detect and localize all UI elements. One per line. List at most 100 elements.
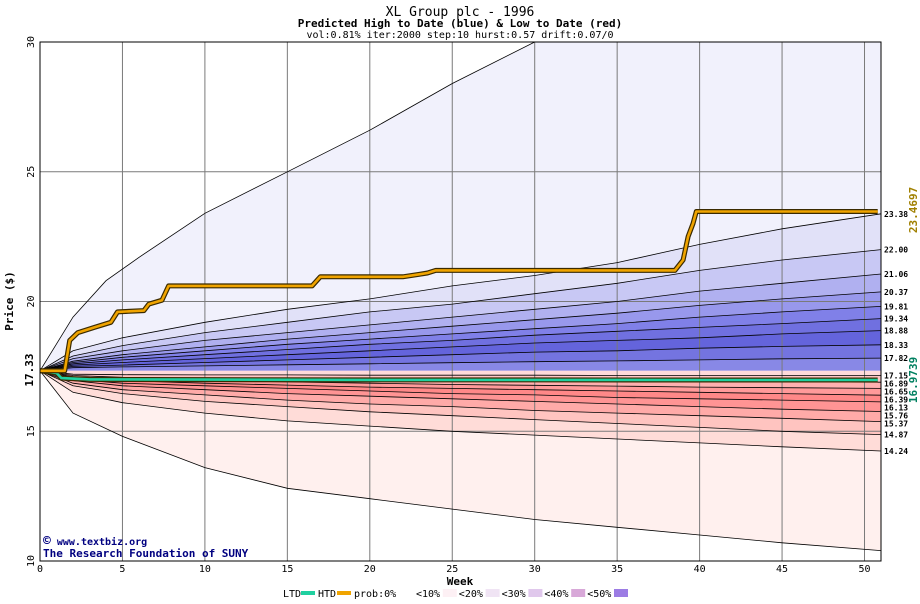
x-tick-label-50: 50 — [858, 564, 870, 575]
low-band-area-90pct — [40, 370, 881, 376]
band-end-label-22-00: 22.00 — [884, 246, 908, 255]
band-end-label-15-76: 15.76 — [884, 411, 908, 420]
band-end-labels: 23.38 22.00 21.06 20.37 19.81 19.34 18.88 18.33… — [884, 210, 908, 456]
y-axis-label: Price ($) — [3, 271, 16, 331]
legend-swatch-40pct — [571, 589, 586, 597]
low-band-area-70pct — [40, 370, 881, 389]
high-band-line-30pct — [39, 273, 882, 372]
high-band-line-40pct — [39, 291, 882, 372]
x-tick-label-15: 15 — [281, 564, 293, 575]
legend-item-label-30pct: <30% — [502, 589, 526, 600]
x-tick-label-20: 20 — [364, 564, 376, 575]
legend-swatch-10pct — [442, 589, 457, 597]
low-band-line-50pct — [39, 370, 882, 403]
y-tick-label-25: 25 — [26, 166, 37, 178]
band-end-label-17-15: 17.15 — [884, 371, 908, 380]
low-band-area-50pct — [40, 370, 881, 402]
low-band-area-60pct — [40, 370, 881, 396]
legend-swatch-50pct — [614, 589, 628, 597]
start-price-label: 17.33 — [23, 353, 36, 386]
band-end-label-16-65: 16.65 — [884, 387, 908, 396]
high-band-area-30pct — [40, 274, 881, 371]
low-band-line-90pct — [39, 370, 881, 376]
high-final-label: 23.4697 — [907, 187, 920, 233]
chart-subtitle: Predicted High to Date (blue) & Low to D… — [298, 17, 623, 30]
x-tick-label-10: 10 — [199, 564, 211, 575]
band-end-label-21-06: 21.06 — [884, 270, 908, 279]
band-end-label-19-81: 19.81 — [884, 302, 908, 311]
band-end-label-16-39: 16.39 — [884, 395, 908, 404]
low-band-area-20pct — [40, 370, 881, 435]
high-band-line-50pct — [39, 306, 882, 372]
x-tick-label-0: 0 — [37, 564, 43, 575]
high-band-line-60pct — [39, 318, 882, 372]
legend-ltd-swatch — [301, 591, 315, 595]
band-end-label-18-88: 18.88 — [884, 327, 908, 336]
high-band-area-10pct — [40, 213, 881, 371]
high-band-line-70pct — [39, 330, 882, 372]
chart-title: XL Group plc - 1996 — [386, 5, 535, 20]
x-tick-label-30: 30 — [529, 564, 541, 575]
low-band-line-30pct — [39, 370, 882, 422]
legend-prob-label: prob:0% — [354, 589, 396, 600]
ltd-series-line — [39, 369, 878, 382]
legend-ltd-label: LTD — [283, 589, 301, 600]
high-band-line-90pct — [39, 357, 882, 372]
x-axis-label: Week — [447, 575, 474, 588]
x-tick-label-45: 45 — [776, 564, 788, 575]
band-end-label-16-89: 16.89 — [884, 379, 908, 388]
low-band-area-30pct — [40, 370, 881, 422]
band-end-label-14-24: 14.24 — [884, 447, 908, 456]
low-final-label: 16.9739 — [907, 357, 920, 403]
band-end-label-15-37: 15.37 — [884, 419, 908, 428]
low-band-line-40pct — [39, 370, 882, 412]
legend-item-label-40pct: <40% — [544, 589, 568, 600]
band-end-label-19-34: 19.34 — [884, 315, 908, 324]
band-end-label-23-38: 23.38 — [884, 210, 908, 219]
legend-swatch-20pct — [485, 589, 500, 597]
grid — [40, 42, 881, 561]
y-tick-label-30: 30 — [26, 36, 37, 48]
high-band-line-10pct — [39, 213, 882, 372]
x-tick-label-40: 40 — [694, 564, 706, 575]
high-band-area-90pct — [40, 358, 881, 371]
axis-ticks: 0 5 10 15 20 25 30 35 40 45 50 10 15 20 25 30 — [26, 36, 871, 575]
band-end-label-20-37: 20.37 — [884, 288, 908, 297]
low-band-line-20pct — [39, 370, 882, 435]
credit-url: © www.textbiz.org — [43, 534, 147, 549]
legend-swatch-0pct — [398, 589, 412, 597]
low-band-area-0pct — [40, 370, 881, 551]
band-end-label-14-87: 14.87 — [884, 431, 908, 440]
credit-organization: The Research Foundation of SUNY — [43, 547, 249, 560]
chart-params: vol:0.81% iter:2000 step:10 hurst:0.57 d… — [306, 30, 613, 41]
high-band-area-50pct — [40, 306, 881, 371]
legend-item-label-10pct: <10% — [416, 589, 440, 600]
plot-border — [39, 41, 882, 562]
legend-prob-items: <10% <20% <30% <40% <50% — [398, 589, 628, 600]
high-band-area-0pct — [40, 42, 881, 371]
series — [39, 209, 878, 383]
x-tick-label-25: 25 — [446, 564, 458, 575]
low-band-area-40pct — [40, 370, 881, 412]
y-tick-label-15: 15 — [26, 425, 37, 437]
legend-htd-swatch — [337, 591, 351, 595]
legend-item-label-50pct: <50% — [587, 589, 611, 600]
credit-url-text: www.textbiz.org — [57, 536, 147, 548]
legend-htd-label: HTD — [318, 589, 336, 600]
high-band-area-60pct — [40, 318, 881, 371]
legend: LTD HTD prob:0% <10% <20% <30% <40% <50% — [283, 589, 628, 600]
low-band-line-0pct — [39, 370, 882, 551]
high-band-line-80pct — [39, 344, 882, 372]
legend-swatch-30pct — [528, 589, 543, 597]
y-tick-label-20: 20 — [26, 295, 37, 307]
band-end-label-17-82: 17.82 — [884, 354, 908, 363]
x-tick-label-5: 5 — [119, 564, 125, 575]
high-band-area-20pct — [40, 249, 881, 371]
high-band-line-20pct — [39, 249, 882, 372]
low-band-line-10pct — [39, 370, 882, 452]
high-band-area-40pct — [40, 291, 881, 371]
legend-item-label-20pct: <20% — [459, 589, 483, 600]
band-end-label-16-13: 16.13 — [884, 403, 908, 412]
